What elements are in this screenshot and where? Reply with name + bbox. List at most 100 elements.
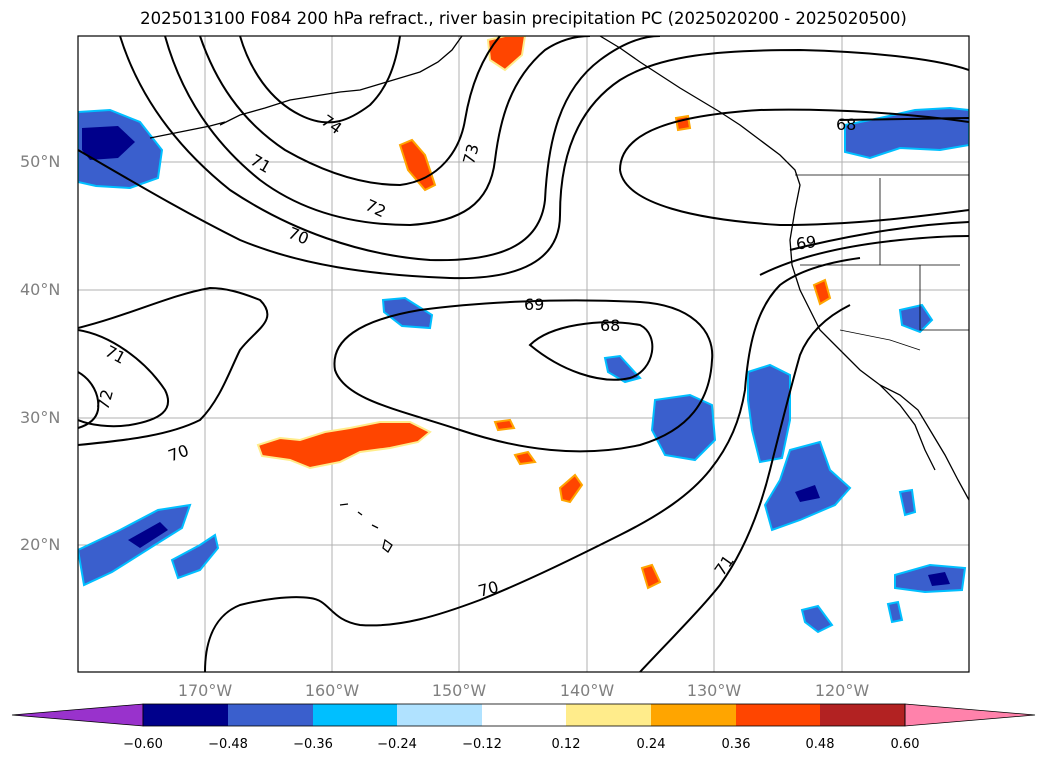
- contour-label: 72: [93, 387, 117, 412]
- map-area: 74 73 72 71 70 69 68 68 69 71 72 70 70 7…: [78, 36, 969, 672]
- contour-label: 70: [166, 441, 192, 466]
- contour-label: 72: [362, 195, 388, 221]
- precip-blob: [640, 563, 662, 590]
- precip-core: [128, 522, 168, 548]
- contour-label: 71: [711, 552, 738, 580]
- contour-73: [199, 36, 501, 187]
- colorbar-bin: [736, 704, 820, 726]
- gridlines: [78, 36, 969, 672]
- contour-labels: 74 73 72 71 70 69 68 68 69 71 72 70 70 7…: [93, 111, 856, 601]
- contour-74: [239, 36, 401, 124]
- longitude-label: 170°W: [177, 681, 233, 700]
- chart-title: 2025013100 F084 200 hPa refract., river …: [140, 9, 907, 28]
- contour-label: 74: [318, 111, 346, 138]
- precip-blob: [898, 303, 934, 334]
- contour-72: [164, 36, 591, 227]
- longitude-label: 140°W: [559, 681, 615, 700]
- refractivity-contours: [78, 36, 969, 672]
- contour-label: 70: [286, 223, 312, 248]
- latitude-label: 50°N: [20, 152, 61, 171]
- contour-label: 69: [524, 295, 544, 314]
- precip-blob: [763, 440, 852, 532]
- colorbar-tick-label: 0.60: [890, 737, 920, 752]
- colorbar-frame: [142, 703, 906, 727]
- contour-69b: [789, 221, 969, 251]
- contour-69-mid: [333, 299, 714, 453]
- colorbar-bin: [651, 704, 736, 726]
- alaska-coast: [219, 36, 463, 126]
- contour-71: [119, 36, 661, 262]
- longitude-label: 150°W: [431, 681, 487, 700]
- latitude-label: 30°N: [20, 408, 61, 427]
- latitude-label: 20°N: [20, 535, 61, 554]
- precip-blob: [844, 106, 969, 160]
- precip-core: [82, 126, 135, 160]
- colorbar-tick-label: −0.24: [377, 737, 417, 752]
- contour-label: 70: [476, 577, 501, 601]
- contour-69-north-b: [619, 169, 969, 227]
- longitude-label: 160°W: [304, 681, 360, 700]
- precip-blob: [650, 393, 717, 462]
- precip-blob: [170, 533, 220, 580]
- precip-blob: [747, 363, 791, 464]
- precip-positive-areas: [256, 36, 832, 590]
- colorbar-tick-label: −0.48: [208, 737, 248, 752]
- colorbar-tick-label: −0.36: [293, 737, 333, 752]
- colorbar-tick-label: 0.36: [721, 737, 751, 752]
- precip-blob: [493, 418, 516, 432]
- colorbar-tick-label: −0.12: [462, 737, 502, 752]
- contour-68-north: [839, 117, 969, 121]
- contour-70: [78, 48, 969, 280]
- contour-label: 68: [600, 316, 620, 335]
- colorbar-bin: [820, 704, 905, 726]
- colorbar-bin: [313, 704, 397, 726]
- colorbar: [11, 703, 1036, 727]
- precip-core: [795, 485, 820, 502]
- contour-70-south: [204, 257, 861, 672]
- contour-70-east: [759, 235, 969, 276]
- precip-core: [928, 572, 950, 586]
- precip-blob: [886, 600, 904, 624]
- precip-blob: [513, 450, 537, 466]
- gulf-of-california: [879, 384, 936, 471]
- colorbar-bin: [143, 704, 228, 726]
- contour-label: 73: [459, 142, 483, 167]
- precip-negative-areas: [78, 106, 969, 634]
- precip-blob: [812, 278, 832, 306]
- aleutians: [149, 121, 226, 139]
- colorbar-tick-label: 0.24: [636, 737, 666, 752]
- hawaii-islands: [339, 503, 393, 553]
- precip-blob: [486, 36, 527, 72]
- contour-72-west: [78, 371, 100, 429]
- precip-blob: [800, 604, 834, 634]
- alaska-panhandle-coast: [599, 36, 969, 501]
- precip-blob: [256, 421, 432, 470]
- longitude-label: 130°W: [686, 681, 742, 700]
- latitude-label: 40°N: [20, 280, 61, 299]
- contour-68-mid: [528, 321, 654, 381]
- colorbar-extend-low: [11, 703, 144, 727]
- contour-70-west: [78, 286, 269, 446]
- precip-blob: [898, 488, 917, 517]
- colorbar-tick-label: 0.12: [551, 737, 581, 752]
- colorbar-bin: [397, 704, 482, 726]
- contour-71-west: [78, 329, 170, 428]
- longitude-label: 120°W: [814, 681, 870, 700]
- contour-label: 71: [102, 341, 129, 367]
- colorbar-bin: [228, 704, 313, 726]
- contour-label: 68: [836, 115, 856, 134]
- colorbar-bin: [482, 704, 566, 726]
- coastlines: [149, 36, 969, 553]
- colorbar-tick-label: 0.48: [805, 737, 835, 752]
- colorbar-tick-label: −0.60: [123, 737, 163, 752]
- map-frame: [77, 35, 970, 673]
- contour-label: 69: [795, 232, 818, 254]
- contour-69-north: [619, 108, 969, 171]
- precip-blob: [558, 473, 584, 504]
- precip-blob: [603, 354, 642, 384]
- contour-71-south: [639, 304, 851, 672]
- colorbar-bin: [566, 704, 651, 726]
- precip-blob: [398, 138, 437, 192]
- colorbar-extend-high: [904, 703, 1036, 727]
